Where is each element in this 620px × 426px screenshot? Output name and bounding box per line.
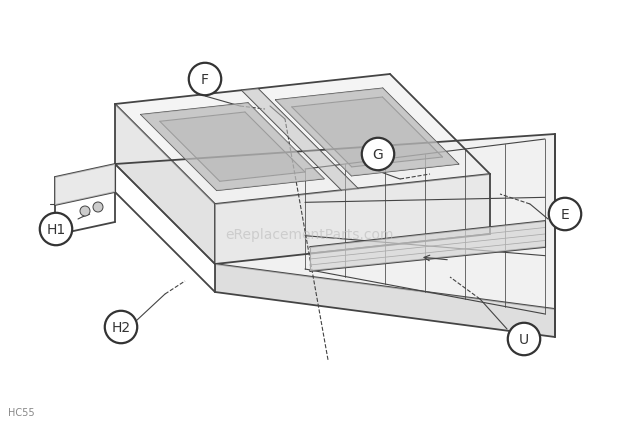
Text: E: E	[560, 207, 569, 222]
Circle shape	[508, 323, 540, 355]
Circle shape	[549, 199, 581, 231]
Polygon shape	[352, 158, 459, 176]
Polygon shape	[141, 104, 324, 191]
Text: G: G	[373, 148, 383, 161]
Circle shape	[80, 207, 90, 216]
Polygon shape	[275, 89, 459, 176]
Polygon shape	[245, 104, 324, 179]
Polygon shape	[292, 98, 443, 167]
Circle shape	[188, 63, 221, 96]
Circle shape	[40, 213, 72, 246]
Polygon shape	[115, 105, 215, 265]
Polygon shape	[141, 115, 219, 191]
Polygon shape	[242, 89, 358, 191]
Polygon shape	[275, 101, 352, 176]
Text: H2: H2	[112, 320, 131, 334]
Polygon shape	[55, 164, 115, 205]
Polygon shape	[115, 135, 555, 309]
Polygon shape	[115, 75, 490, 204]
Circle shape	[362, 138, 394, 171]
Text: U: U	[519, 332, 529, 346]
Circle shape	[93, 202, 103, 213]
Circle shape	[105, 311, 137, 343]
Polygon shape	[217, 173, 324, 191]
Text: F: F	[201, 73, 209, 87]
Text: HC55: HC55	[8, 407, 35, 417]
Text: eReplacementParts.com: eReplacementParts.com	[226, 227, 394, 242]
Polygon shape	[160, 113, 305, 182]
Polygon shape	[215, 175, 490, 265]
Polygon shape	[275, 89, 383, 108]
Polygon shape	[141, 104, 248, 122]
Polygon shape	[383, 89, 459, 165]
Polygon shape	[215, 265, 555, 337]
Polygon shape	[310, 222, 545, 271]
Text: H1: H1	[46, 222, 66, 236]
